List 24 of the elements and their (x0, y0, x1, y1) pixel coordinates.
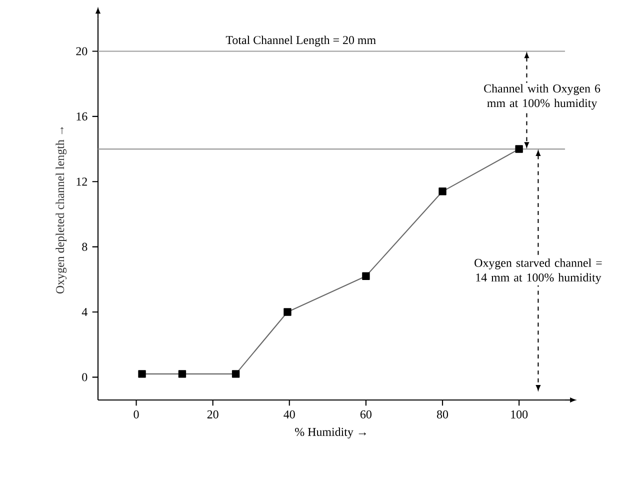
point (178, 370, 186, 378)
y-tick-label: 0 (82, 373, 88, 382)
y-tick-label: 12 (76, 178, 87, 186)
y-axis-title: Oxygen depleted channel length → (56, 127, 67, 294)
point (515, 145, 523, 153)
y-tick-label: 16 (76, 112, 88, 120)
x-tick-label: 100 (511, 410, 528, 418)
x-tick-label: 0 (134, 410, 139, 418)
x-axis-title: % Humidity → (295, 428, 366, 438)
y-tick-label: 4 (82, 308, 88, 316)
y-tick-label: 20 (76, 47, 88, 56)
ref-line-label: Total Channel Length = 20 mm (226, 36, 376, 47)
point (438, 188, 446, 196)
x-tick-label: 20 (207, 410, 218, 418)
x-tick-label: 60 (360, 410, 372, 418)
annotation: Channel with Oxygen 6 mm at 100% humidity (484, 84, 600, 110)
point (138, 370, 146, 378)
point (362, 272, 370, 280)
y-tick-label: 8 (82, 242, 88, 251)
annotation: Oxygen starved channel = 14 mm at 100% humidity (474, 258, 602, 284)
point (284, 308, 292, 316)
point (232, 370, 240, 378)
x-tick-label: 40 (284, 410, 295, 418)
x-tick-label: 80 (436, 410, 448, 418)
